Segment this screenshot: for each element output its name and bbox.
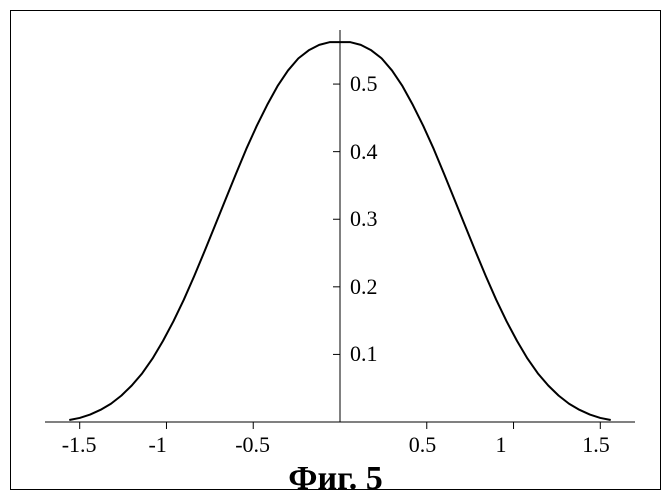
x-tick-label: 0.5: [409, 432, 437, 458]
y-tick-label: 0.3: [350, 206, 378, 232]
y-tick-label: 0.1: [350, 341, 378, 367]
chart-svg: [0, 0, 671, 500]
x-tick-label: -1.5: [62, 432, 97, 458]
x-tick-label: 1: [496, 432, 507, 458]
x-tick-label: -1: [148, 432, 166, 458]
y-tick-label: 0.2: [350, 274, 378, 300]
y-tick-label: 0.4: [350, 139, 378, 165]
y-tick-label: 0.5: [350, 71, 378, 97]
figure-caption: Фиг. 5: [0, 460, 671, 498]
x-tick-label: 1.5: [582, 432, 610, 458]
x-tick-label: -0.5: [235, 432, 270, 458]
chart-container: -1.5 -1 -0.5 0.5 1 1.5 0.1 0.2 0.3 0.4 0.5 Фиг. 5: [0, 0, 671, 500]
